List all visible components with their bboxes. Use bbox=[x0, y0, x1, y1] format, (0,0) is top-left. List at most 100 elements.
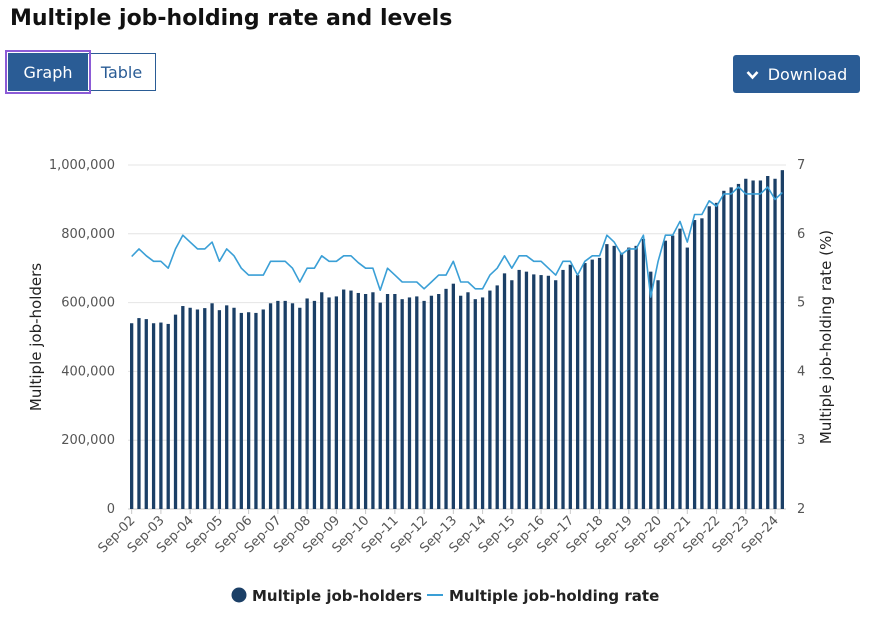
bar bbox=[327, 297, 331, 509]
bar bbox=[429, 295, 434, 509]
bar bbox=[217, 310, 222, 509]
bar bbox=[729, 187, 733, 510]
bar bbox=[312, 300, 317, 509]
y-right-axis-title: Multiple job-holding rate (%) bbox=[817, 230, 835, 444]
bar bbox=[283, 300, 287, 509]
y-left-tick-label: 800,000 bbox=[61, 227, 115, 242]
bar bbox=[451, 283, 455, 509]
bar bbox=[714, 202, 719, 509]
bar bbox=[546, 275, 551, 509]
bar bbox=[663, 240, 668, 509]
download-button[interactable]: Download bbox=[733, 55, 860, 93]
bar bbox=[188, 307, 192, 509]
bar bbox=[239, 312, 243, 509]
bar bbox=[605, 244, 609, 509]
bar bbox=[780, 170, 784, 509]
bar bbox=[656, 280, 660, 509]
bar bbox=[261, 309, 265, 509]
bar bbox=[195, 309, 200, 509]
bar bbox=[225, 305, 229, 509]
page-title: Multiple job-holding rate and levels bbox=[10, 6, 453, 31]
bar bbox=[437, 294, 441, 509]
y-left-tick-label: 200,000 bbox=[61, 433, 115, 448]
bar bbox=[254, 312, 258, 509]
bar bbox=[758, 180, 763, 510]
bar bbox=[415, 296, 419, 509]
bar bbox=[385, 294, 390, 509]
bar bbox=[210, 303, 214, 509]
bar bbox=[583, 263, 587, 509]
bar bbox=[268, 303, 273, 509]
bar bbox=[590, 259, 594, 509]
bar bbox=[203, 308, 207, 509]
y-right-tick-label: 7 bbox=[797, 158, 805, 173]
bar bbox=[641, 238, 646, 509]
view-tabs: Graph Table bbox=[5, 50, 156, 94]
bar bbox=[502, 273, 507, 509]
y-right-tick-label: 6 bbox=[797, 227, 805, 242]
bar bbox=[378, 302, 382, 509]
bar bbox=[371, 292, 375, 509]
bar bbox=[173, 314, 178, 509]
bar bbox=[539, 275, 543, 509]
bar bbox=[554, 280, 558, 509]
bar bbox=[246, 312, 251, 509]
bar bbox=[356, 292, 360, 509]
bar bbox=[692, 220, 697, 510]
y-left-tick-label: 0 bbox=[107, 502, 115, 517]
bar bbox=[744, 178, 748, 509]
bar bbox=[773, 178, 777, 509]
bar bbox=[634, 245, 638, 509]
bar bbox=[144, 319, 148, 509]
y-left-axis-title: Multiple job-holders bbox=[27, 263, 45, 411]
chevron-down-icon bbox=[746, 65, 759, 84]
bar bbox=[181, 306, 185, 509]
rate-line bbox=[131, 186, 783, 298]
bar bbox=[488, 290, 492, 509]
bar bbox=[298, 307, 302, 509]
bar bbox=[532, 274, 536, 509]
bar bbox=[334, 296, 339, 509]
bar bbox=[575, 275, 580, 509]
bar bbox=[290, 303, 295, 509]
y-left-tick-label: 400,000 bbox=[61, 364, 115, 379]
download-label: Download bbox=[767, 64, 848, 84]
legend-marker-bars bbox=[231, 587, 247, 603]
bar bbox=[510, 280, 514, 509]
bar bbox=[751, 180, 755, 510]
bar bbox=[473, 299, 477, 509]
bar bbox=[130, 323, 134, 509]
bar bbox=[671, 235, 675, 509]
y-left-tick-label: 1,000,000 bbox=[49, 158, 115, 173]
bar bbox=[305, 298, 309, 509]
tab-graph[interactable]: Graph bbox=[5, 50, 91, 94]
bar bbox=[736, 183, 741, 510]
tab-table[interactable]: Table bbox=[88, 53, 156, 91]
bar bbox=[459, 295, 463, 509]
y-right-tick-label: 2 bbox=[797, 502, 805, 517]
bar bbox=[159, 322, 163, 509]
bar bbox=[561, 269, 565, 509]
bar bbox=[627, 247, 631, 509]
y-right-tick-label: 5 bbox=[797, 296, 805, 311]
bar bbox=[349, 290, 353, 509]
bar bbox=[524, 271, 529, 509]
bar bbox=[151, 323, 156, 509]
bar bbox=[407, 297, 412, 509]
bar bbox=[568, 264, 572, 509]
bar bbox=[597, 257, 602, 509]
bar bbox=[276, 300, 280, 509]
bar bbox=[722, 190, 726, 510]
legend: Multiple job-holders Multiple job-holding… bbox=[231, 587, 659, 605]
bar bbox=[166, 323, 170, 509]
bar bbox=[422, 300, 426, 509]
bar bbox=[766, 176, 770, 509]
bar bbox=[444, 288, 448, 509]
y-right-tick-label: 3 bbox=[797, 433, 805, 448]
bar bbox=[685, 247, 689, 509]
bar bbox=[342, 289, 346, 509]
bar bbox=[700, 218, 704, 509]
bar bbox=[466, 292, 470, 509]
legend-label-bars: Multiple job-holders bbox=[252, 587, 422, 605]
